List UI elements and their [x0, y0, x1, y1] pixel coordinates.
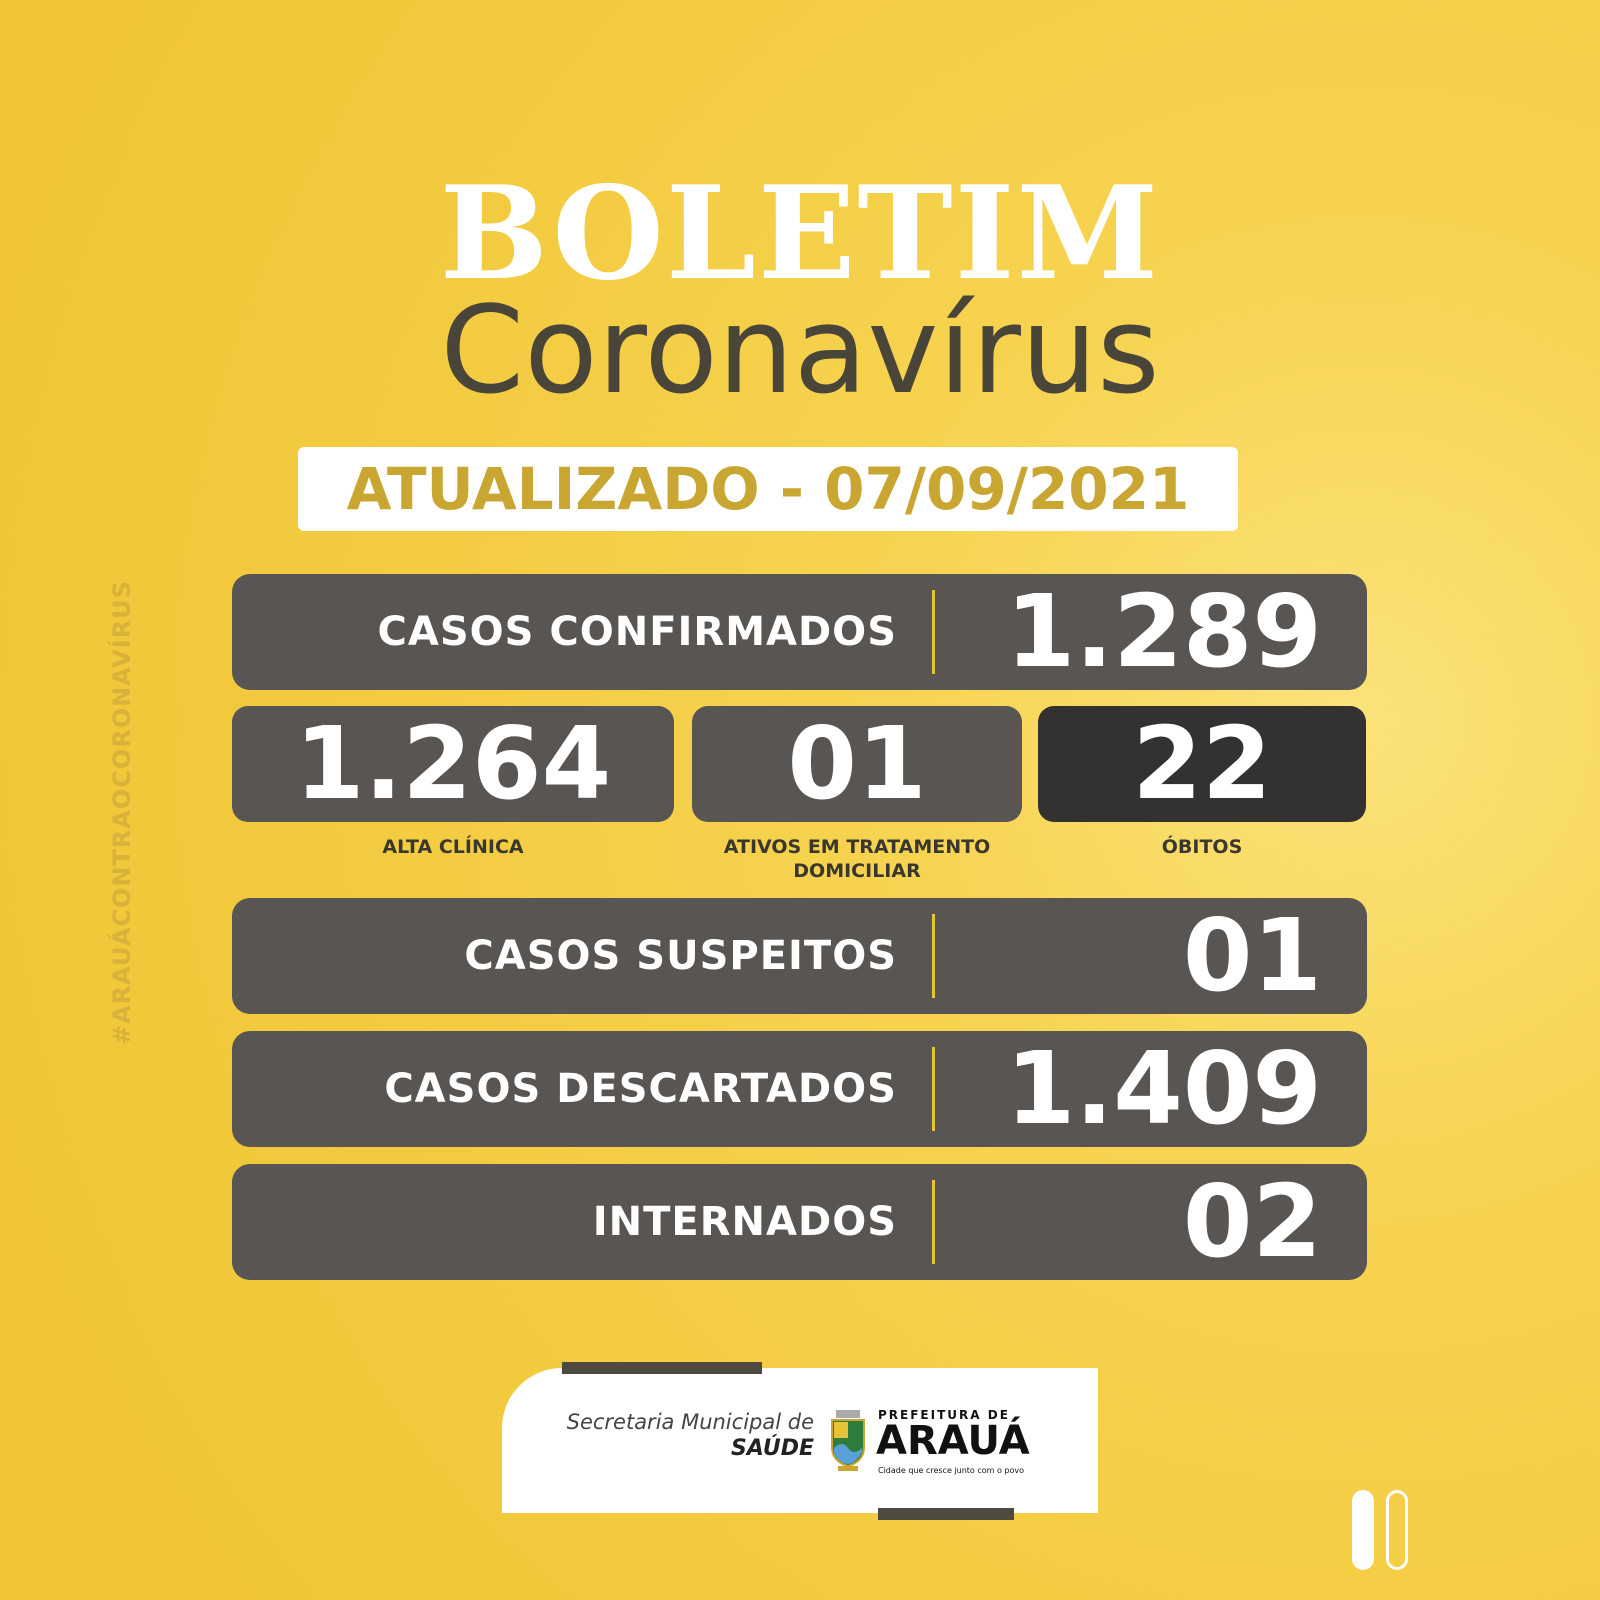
divider	[932, 1047, 935, 1131]
updated-date-banner: ATUALIZADO - 07/09/2021	[298, 447, 1238, 531]
prefeitura-text: PREFEITURA DE	[878, 1408, 1010, 1422]
divider	[932, 914, 935, 998]
recovered-label: ALTA CLÍNICA	[382, 836, 524, 858]
deaths-value: 22	[1132, 705, 1272, 822]
suspected-value: 01	[1182, 897, 1322, 1014]
deaths-box: 22	[1038, 706, 1366, 822]
discarded-value: 1.409	[1005, 1030, 1322, 1147]
city-slogan: Cidade que cresce junto com o povo	[878, 1466, 1025, 1475]
title-coronavirus: Coronavírus	[440, 282, 1160, 421]
confirmed-value: 1.289	[1005, 573, 1322, 690]
recovered-box: 1.264	[232, 706, 674, 822]
active-label: ATIVOS EM TRATAMENTO DOMICILIAR	[723, 836, 991, 882]
page-indicator	[1386, 1490, 1408, 1570]
coat-of-arms-icon	[828, 1408, 868, 1474]
deaths-label: ÓBITOS	[1161, 836, 1243, 858]
hospitalized-row: INTERNADOS 02	[232, 1164, 1367, 1280]
suspected-cases-row: CASOS SUSPEITOS 01	[232, 898, 1367, 1014]
active-value: 01	[787, 705, 927, 822]
title-boletim: BOLETIM	[439, 159, 1161, 309]
recovered-value: 1.264	[294, 705, 612, 822]
page-indicator-active	[1352, 1490, 1374, 1570]
secretaria-text: Secretaria Municipal de	[566, 1410, 814, 1434]
decorative-bar	[562, 1362, 762, 1374]
discarded-label: CASOS DESCARTADOS	[384, 1066, 897, 1112]
hashtag: #ARAUÁCONTRAOCORONAVÍRUS	[108, 580, 136, 1045]
confirmed-cases-row: CASOS CONFIRMADOS 1.289	[232, 574, 1367, 690]
suspected-label: CASOS SUSPEITOS	[464, 933, 897, 979]
hospitalized-label: INTERNADOS	[592, 1199, 897, 1245]
saude-text: SAÚDE	[730, 1436, 814, 1461]
discarded-cases-row: CASOS DESCARTADOS 1.409	[232, 1031, 1367, 1147]
hospitalized-value: 02	[1182, 1163, 1322, 1280]
updated-date: ATUALIZADO - 07/09/2021	[346, 455, 1190, 523]
city-name: ARAUÁ	[876, 1418, 1030, 1464]
footer-logo-panel: Secretaria Municipal de SAÚDE PREFEITURA…	[502, 1368, 1098, 1513]
confirmed-label: CASOS CONFIRMADOS	[377, 609, 897, 655]
divider	[932, 590, 935, 674]
decorative-bar	[878, 1508, 1014, 1520]
active-box: 01	[692, 706, 1022, 822]
divider	[932, 1180, 935, 1264]
